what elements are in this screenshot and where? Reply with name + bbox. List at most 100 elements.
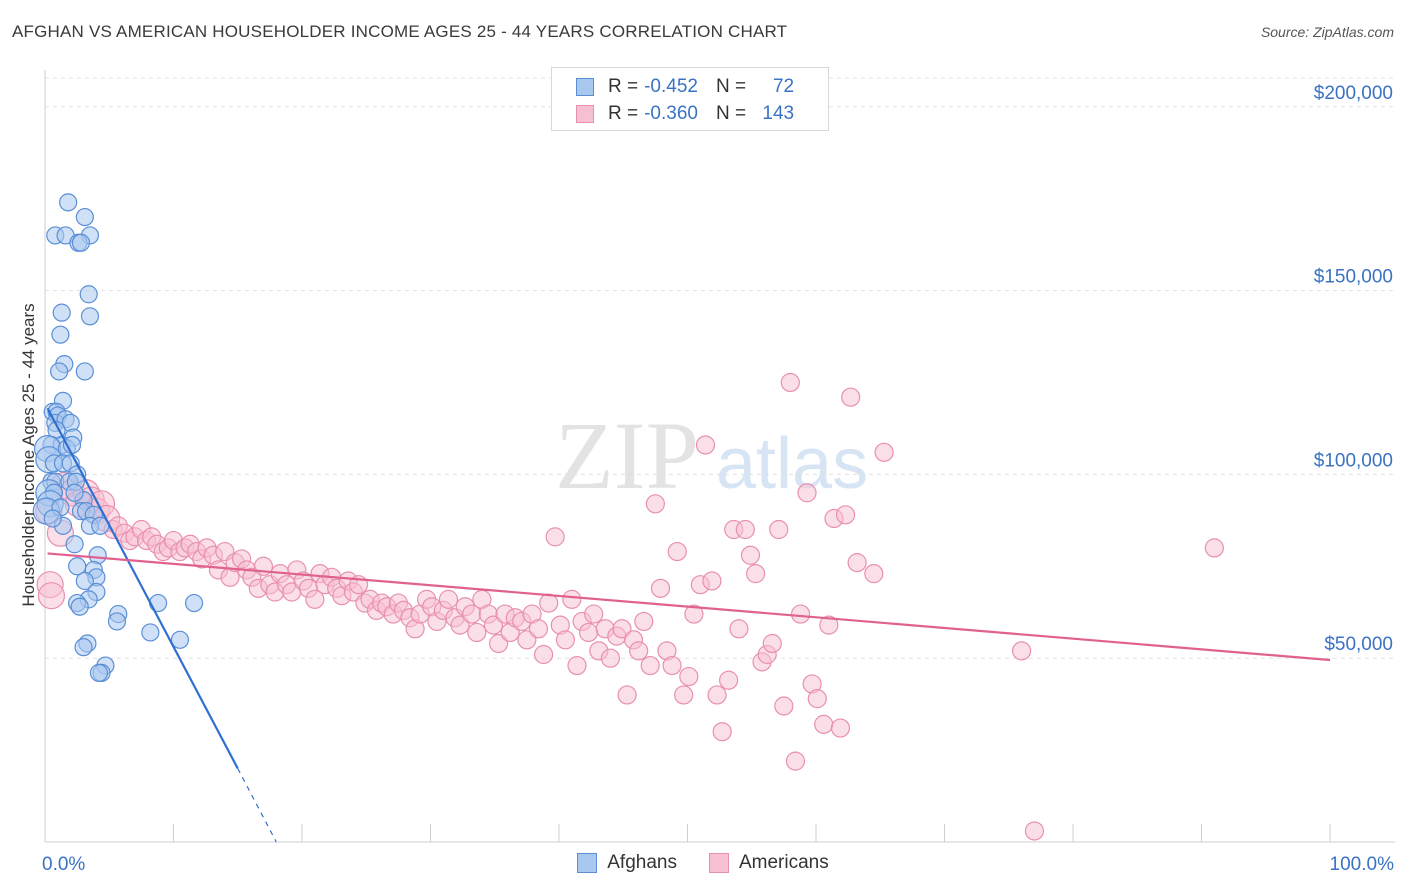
american-point	[539, 593, 559, 613]
r-value: -0.360	[644, 103, 698, 124]
afghans-swatch	[576, 78, 594, 96]
american-point	[797, 483, 817, 503]
watermark-atlas: atlas	[716, 424, 868, 504]
afghans-points	[32, 193, 204, 682]
american-point	[847, 553, 867, 573]
afghan-point	[148, 593, 168, 613]
american-point	[612, 619, 632, 639]
american-point	[640, 655, 660, 676]
american-point	[785, 751, 806, 771]
american-point	[634, 611, 654, 632]
n-label: N =	[715, 103, 747, 124]
american-point	[684, 604, 704, 624]
afghan-point	[74, 638, 93, 657]
american-point	[489, 633, 509, 654]
american-point	[562, 589, 582, 609]
american-point	[528, 619, 549, 639]
watermark: ZIP atlas	[555, 402, 868, 509]
legend-row-americans: R = -0.360 N = 143	[576, 103, 794, 125]
american-point	[674, 685, 694, 705]
american-point	[814, 714, 834, 734]
american-point	[719, 670, 739, 690]
afghan-point	[75, 207, 94, 227]
american-point	[617, 685, 637, 705]
afghans-legend-swatch	[577, 853, 598, 873]
american-point	[567, 655, 587, 676]
y-tick-label: $50,000	[1324, 634, 1393, 655]
american-point	[450, 615, 470, 635]
afghan-point	[51, 325, 70, 344]
american-point	[533, 644, 554, 665]
american-point	[662, 655, 682, 676]
american-point	[645, 494, 665, 514]
afghans-trend-line	[46, 407, 239, 769]
american-point	[1024, 821, 1045, 841]
american-point	[584, 604, 604, 624]
afghan-point	[170, 630, 190, 649]
american-point	[841, 387, 861, 407]
afghan-point	[71, 233, 91, 252]
american-point	[679, 666, 699, 687]
n-label: N =	[715, 76, 747, 97]
american-point	[819, 615, 839, 635]
afghan-point	[89, 663, 109, 682]
y-axis-label: Householder Income Ages 25 - 44 years	[19, 303, 38, 606]
americans-trend-line	[47, 552, 1331, 662]
american-point	[729, 619, 749, 639]
american-point	[774, 696, 794, 716]
watermark-zip: ZIP	[555, 402, 699, 509]
afghan-point	[79, 285, 98, 304]
afghan-point	[52, 303, 71, 322]
r-value: -0.452	[644, 76, 698, 97]
trend-lines	[46, 407, 1331, 843]
chart-title: AFGHAN VS AMERICAN HOUSEHOLDER INCOME AG…	[12, 22, 788, 41]
afghan-point	[70, 597, 89, 616]
american-point	[37, 582, 66, 610]
americans-swatch	[576, 105, 594, 123]
american-point	[874, 442, 894, 462]
afghan-point	[65, 483, 84, 502]
afghan-point	[65, 535, 84, 554]
american-point	[545, 527, 565, 547]
american-point	[864, 564, 884, 584]
afghan-point	[43, 509, 62, 528]
afghan-point	[59, 193, 78, 212]
y-tick-label: $100,000	[1314, 450, 1393, 471]
afghan-point	[107, 612, 127, 631]
american-point	[555, 630, 576, 650]
american-point	[600, 648, 621, 668]
american-point	[578, 622, 599, 643]
y-tick-labels: $50,000 $100,000 $150,000 $200,000	[1314, 83, 1393, 655]
american-point	[769, 519, 789, 540]
n-value: 143	[762, 103, 795, 124]
y-tick-label: $150,000	[1314, 267, 1393, 288]
legend-item-americans: Americans	[708, 852, 829, 874]
american-point	[438, 589, 459, 609]
american-point	[629, 641, 649, 661]
american-point	[695, 435, 716, 455]
x-tick-label-min: 0.0%	[42, 854, 85, 875]
american-point	[650, 578, 671, 598]
afghan-point	[80, 307, 100, 326]
american-point	[707, 685, 727, 705]
american-point	[305, 589, 325, 609]
legend-item-afghans: Afghans	[577, 852, 677, 874]
american-point	[762, 633, 782, 654]
american-point	[712, 722, 732, 742]
americans-legend-swatch	[708, 853, 729, 873]
afghans-trend-extension	[237, 768, 277, 843]
american-point	[746, 564, 766, 584]
axes	[44, 70, 1395, 843]
american-point	[835, 505, 856, 525]
series-legend: Afghans Americans	[0, 852, 1406, 874]
american-point	[467, 622, 487, 643]
correlation-legend: R = -0.452 N = 72 R = -0.360 N = 143	[551, 67, 829, 131]
legend-row-afghans: R = -0.452 N = 72	[576, 76, 794, 98]
american-point	[830, 718, 851, 738]
r-label: R =	[608, 76, 639, 97]
american-point	[702, 571, 722, 591]
source-label: Source: ZipAtlas.com	[1260, 24, 1394, 40]
american-point	[740, 545, 761, 565]
x-tick-label-max: 100.0%	[1330, 854, 1395, 875]
